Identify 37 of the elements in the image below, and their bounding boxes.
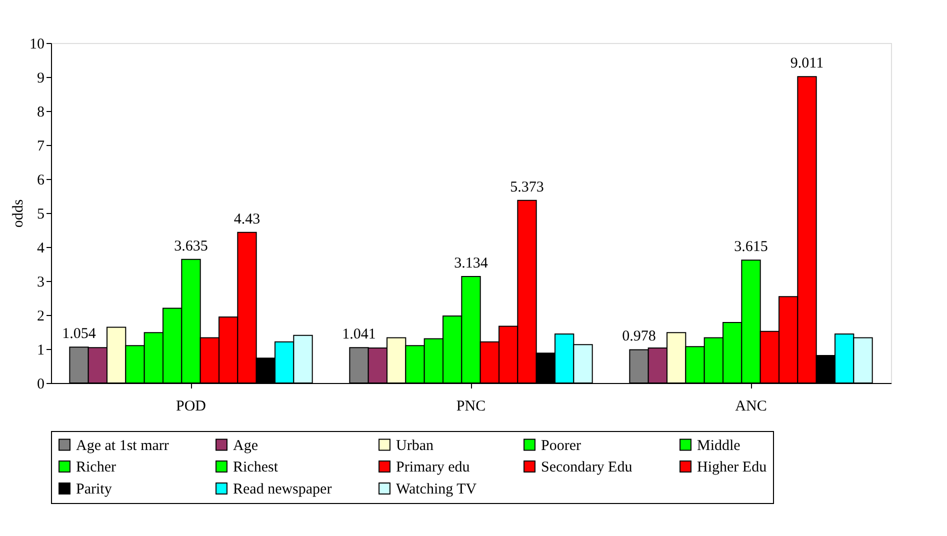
- data-label: 3.615: [734, 239, 768, 256]
- x-tick-label: ANC: [735, 398, 767, 414]
- data-label: 9.011: [790, 56, 824, 72]
- data-label: 3.635: [174, 238, 208, 254]
- legend-label: Primary edu: [396, 460, 470, 476]
- data-label: 4.43: [234, 211, 260, 228]
- y-tick-label: 5: [37, 206, 44, 222]
- y-tick-label: 3: [37, 274, 44, 290]
- data-label: 5.373: [510, 179, 544, 196]
- data-label: 1.041: [342, 326, 376, 343]
- legend-label: Secondary Edu: [541, 460, 633, 476]
- y-tick-label: 4: [37, 240, 45, 256]
- legend-label: Poorer: [541, 438, 581, 454]
- data-label: 3.134: [454, 255, 488, 272]
- legend-label: Higher Edu: [697, 460, 768, 476]
- y-tick-label: 7: [37, 138, 45, 154]
- data-label: 1.054: [62, 326, 96, 342]
- legend-label: Age at 1st marr: [76, 438, 169, 454]
- y-tick-label: 1: [37, 342, 44, 358]
- legend-label: Parity: [76, 482, 112, 498]
- legend-label: Middle: [697, 438, 741, 454]
- legend-label: Urban: [396, 438, 434, 454]
- legend-label: Age: [233, 438, 258, 454]
- x-tick-label: PNC: [456, 398, 486, 414]
- y-tick-label: 0: [37, 376, 44, 392]
- y-tick-label: 8: [37, 104, 44, 120]
- y-axis-title: odds: [10, 199, 26, 228]
- y-tick-label: 10: [30, 36, 44, 52]
- legend-label: Watching TV: [396, 482, 477, 498]
- legend-label: Read newspaper: [233, 482, 332, 498]
- y-tick-label: 9: [37, 70, 44, 86]
- x-tick-label: POD: [176, 398, 206, 414]
- y-tick-label: 6: [37, 172, 45, 188]
- data-label: 0.978: [622, 328, 656, 345]
- y-tick-label: 2: [37, 308, 44, 324]
- legend-label: Richer: [76, 460, 116, 476]
- legend-label: Richest: [233, 460, 279, 476]
